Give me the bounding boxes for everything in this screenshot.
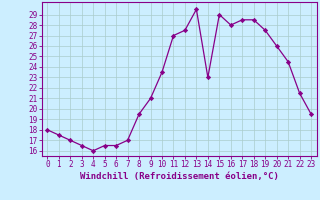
X-axis label: Windchill (Refroidissement éolien,°C): Windchill (Refroidissement éolien,°C) (80, 172, 279, 181)
